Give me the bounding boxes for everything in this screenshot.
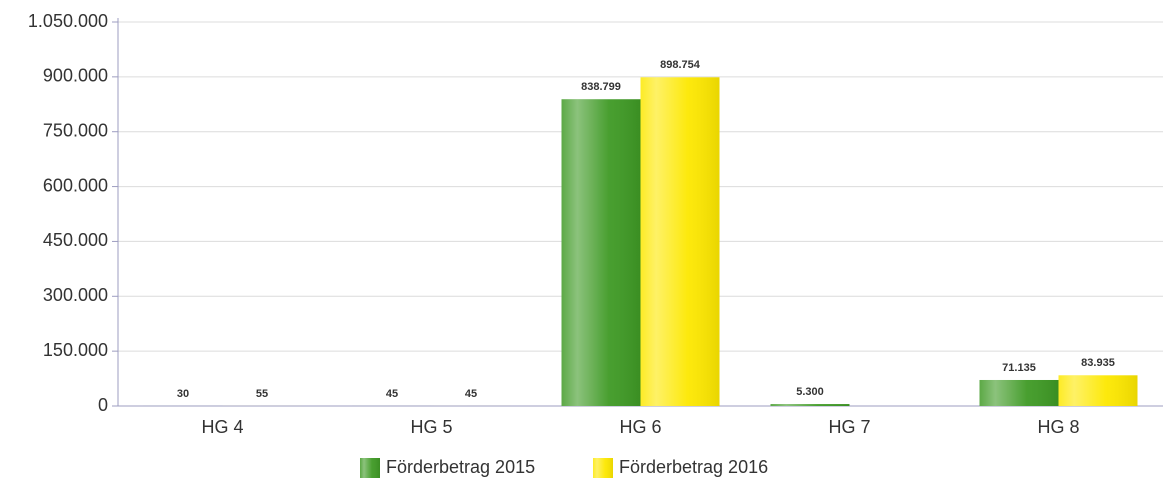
value-label: 898.754	[660, 59, 701, 71]
legend-label: Förderbetrag 2015	[386, 457, 535, 477]
y-tick-label: 750.000	[43, 120, 108, 140]
value-label: 55	[256, 388, 268, 400]
x-tick-label: HG 7	[828, 417, 870, 437]
value-label: 838.799	[581, 81, 621, 93]
value-label: 45	[386, 388, 398, 400]
legend-label: Förderbetrag 2016	[619, 457, 768, 477]
y-tick-label: 300.000	[43, 285, 108, 305]
value-label: 71.135	[1002, 362, 1036, 374]
bar-shine	[640, 77, 720, 407]
y-tick-label: 0	[98, 395, 108, 415]
x-tick-label: HG 5	[410, 417, 452, 437]
bar-shine	[979, 379, 1059, 406]
x-tick-label: HG 4	[201, 417, 243, 437]
bar-shine	[770, 404, 850, 406]
x-tick-label: HG 6	[619, 417, 661, 437]
y-tick-label: 900.000	[43, 66, 108, 86]
x-tick-label: HG 8	[1037, 417, 1079, 437]
y-tick-label: 1.050.000	[28, 11, 108, 31]
y-tick-label: 450.000	[43, 230, 108, 250]
bar-shine	[561, 99, 641, 406]
value-label: 5.300	[796, 386, 824, 398]
y-tick-label: 600.000	[43, 175, 108, 195]
value-label: 45	[465, 388, 477, 400]
legend-swatch-shine	[593, 458, 613, 478]
y-tick-label: 150.000	[43, 340, 108, 360]
value-label: 30	[177, 388, 189, 400]
legend-swatch-shine	[360, 458, 380, 478]
bar-shine	[1058, 375, 1138, 406]
value-label: 83.935	[1081, 357, 1115, 369]
